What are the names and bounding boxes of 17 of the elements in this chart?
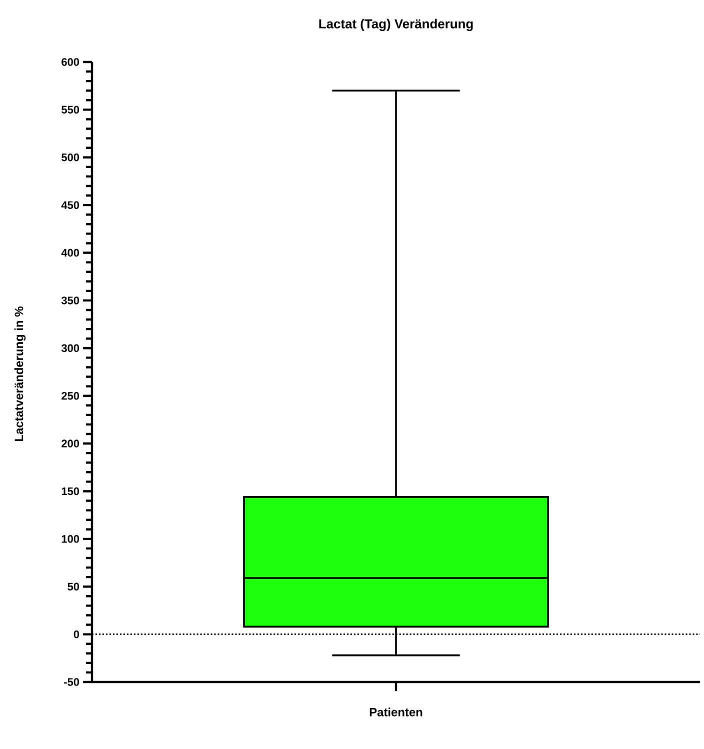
y-tick-label: 200 xyxy=(62,440,80,448)
y-tick-label: 400 xyxy=(61,248,80,257)
y-tick-label: 150 xyxy=(62,487,80,496)
y-tick-label: 0 xyxy=(74,630,80,638)
y-tick-label: 450 xyxy=(61,201,80,209)
chart-title: Lactat (Tag) Veränderung xyxy=(319,18,473,32)
y-tick-label: -50 xyxy=(64,678,80,686)
y-tick-label: 500 xyxy=(62,154,80,162)
y-tick-label: 250 xyxy=(62,392,80,400)
y-tick-label: 100 xyxy=(62,535,80,543)
y-tick-label: 350 xyxy=(61,296,80,304)
x-axis-title: Patienten xyxy=(370,708,422,716)
y-axis-title: Lactatveränderung in % xyxy=(14,306,26,441)
y-tick-label: 50 xyxy=(68,582,80,590)
y-tick-label: 600 xyxy=(62,58,80,66)
y-tick-label: 300 xyxy=(61,344,80,352)
y-tick-label: 550 xyxy=(62,106,80,114)
